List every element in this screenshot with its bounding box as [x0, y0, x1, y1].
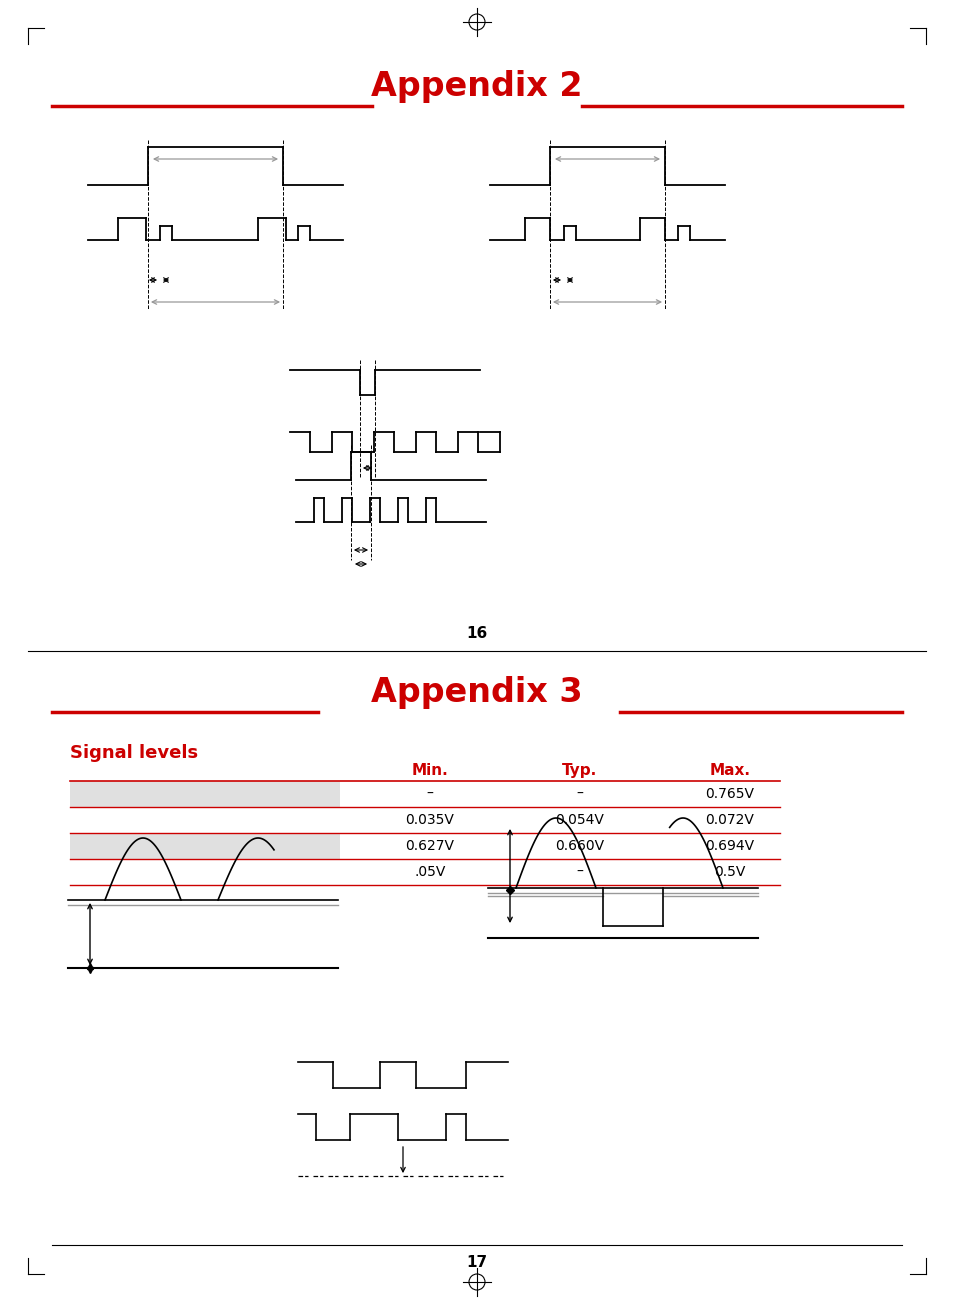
Text: 0.5V: 0.5V — [714, 865, 745, 879]
Text: –: – — [426, 786, 433, 801]
Text: –: – — [576, 865, 583, 879]
Bar — [70, 781, 339, 807]
Text: 0.660V: 0.660V — [555, 838, 604, 853]
Text: 0.765V: 0.765V — [705, 786, 754, 801]
Text: 0.627V: 0.627V — [405, 838, 454, 853]
Text: Min.: Min. — [411, 763, 448, 779]
Bar — [70, 833, 339, 859]
Text: 0.054V: 0.054V — [555, 812, 604, 827]
Text: Signal levels: Signal levels — [70, 743, 198, 762]
Text: 16: 16 — [466, 626, 487, 641]
Text: Appendix 2: Appendix 2 — [371, 70, 582, 103]
Text: 0.694V: 0.694V — [704, 838, 754, 853]
Text: .05V: .05V — [414, 865, 445, 879]
Text: Typ.: Typ. — [561, 763, 597, 779]
Text: 17: 17 — [466, 1255, 487, 1269]
Text: Max.: Max. — [709, 763, 750, 779]
Text: 0.035V: 0.035V — [405, 812, 454, 827]
Text: 0.072V: 0.072V — [705, 812, 754, 827]
Text: –: – — [576, 786, 583, 801]
Text: Appendix 3: Appendix 3 — [371, 676, 582, 710]
